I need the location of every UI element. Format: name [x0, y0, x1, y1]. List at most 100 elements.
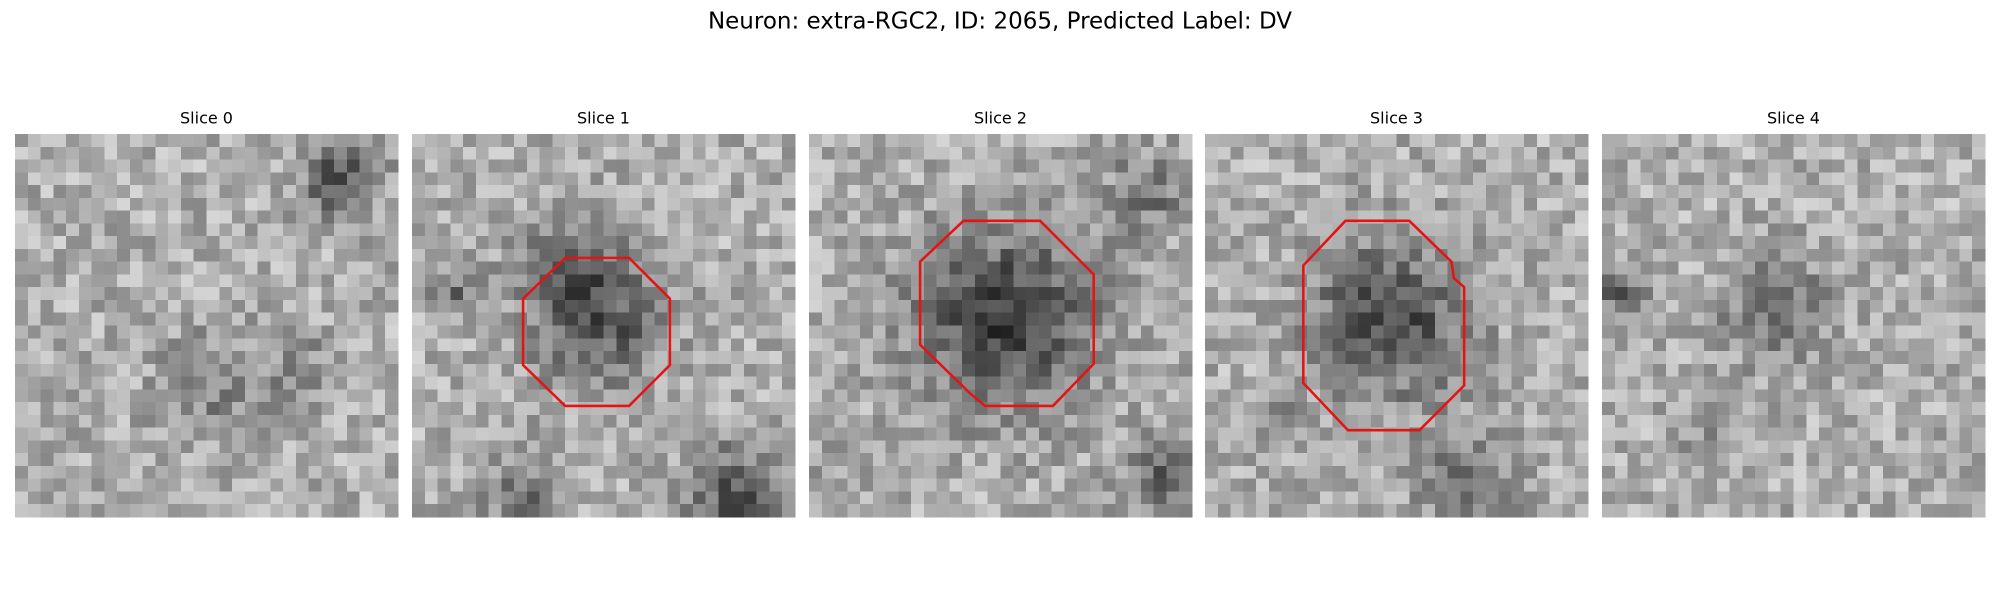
pixel [53, 312, 67, 326]
pixel [1665, 414, 1679, 429]
pixel [450, 274, 464, 288]
pixel [705, 376, 719, 390]
pixel [1614, 376, 1628, 390]
pixel [1153, 299, 1167, 314]
pixel [1166, 325, 1180, 339]
pixel [1870, 402, 1884, 416]
pixel [718, 172, 732, 186]
pixel [1358, 440, 1372, 454]
pixel [1511, 351, 1525, 365]
pixel [463, 478, 477, 492]
pixel [424, 248, 438, 263]
pixel [346, 465, 361, 480]
pixel [359, 172, 373, 186]
pixel [1691, 223, 1705, 237]
pixel [552, 287, 566, 301]
pixel [962, 236, 976, 250]
pixel [1422, 453, 1436, 467]
pixel [1857, 491, 1871, 505]
pixel [1140, 223, 1155, 237]
pixel [1729, 146, 1743, 160]
pixel [1602, 223, 1616, 237]
pixel [860, 287, 874, 301]
pixel [1128, 185, 1142, 199]
pixel [40, 287, 54, 301]
pixel [1562, 236, 1576, 250]
pixel [1166, 134, 1180, 148]
pixel [1115, 261, 1129, 275]
pixel [1959, 504, 1973, 518]
pixel [654, 440, 668, 454]
pixel [616, 427, 630, 441]
pixel [1077, 312, 1091, 326]
pixel [898, 338, 912, 352]
pixel [424, 261, 438, 275]
pixel [1767, 197, 1782, 211]
pixel [463, 440, 477, 454]
pixel [847, 325, 861, 339]
pixel [1434, 287, 1448, 301]
pixel [1575, 465, 1589, 480]
pixel [654, 427, 668, 441]
pixel [1691, 325, 1705, 339]
pixel [1602, 351, 1616, 365]
pixel [1678, 351, 1692, 365]
pixel [308, 440, 322, 454]
pixel [949, 504, 963, 518]
pixel [705, 172, 719, 186]
pixel [1281, 287, 1295, 301]
pixel [705, 363, 719, 377]
pixel [1396, 287, 1410, 301]
pixel [168, 210, 182, 224]
pixel [1640, 325, 1654, 339]
pixel [232, 414, 246, 429]
pixel [1434, 312, 1448, 326]
pixel [1128, 236, 1142, 250]
pixel [860, 312, 874, 326]
pixel [898, 414, 912, 429]
pixel [692, 185, 707, 199]
pixel [539, 427, 553, 441]
pixel [1026, 504, 1040, 518]
pixel [283, 134, 297, 148]
pixel [1511, 402, 1525, 416]
pixel [1026, 287, 1040, 301]
pixel [949, 274, 963, 288]
pixel [155, 146, 169, 160]
pixel [1895, 146, 1909, 160]
pixel [15, 287, 29, 301]
pixel [1640, 185, 1654, 199]
pixel [424, 363, 438, 377]
pixel [1396, 312, 1410, 326]
pixel [1498, 197, 1512, 211]
pixel [565, 312, 579, 326]
pixel [244, 299, 258, 314]
pixel [860, 325, 874, 339]
pixel [1678, 248, 1692, 263]
pixel [1972, 223, 1986, 237]
pixel [359, 338, 373, 352]
pixel [1217, 248, 1231, 263]
pixel [987, 261, 1001, 275]
pixel [1485, 453, 1500, 467]
pixel [1678, 287, 1692, 301]
pixel [66, 146, 80, 160]
pixel [257, 287, 271, 301]
pixel [1013, 478, 1027, 492]
pixel [1793, 159, 1807, 173]
pixel [1256, 159, 1270, 173]
pixel [219, 274, 233, 288]
pixel [66, 402, 80, 416]
pixel [308, 351, 322, 365]
pixel [244, 338, 258, 352]
pixel [1921, 338, 1935, 352]
pixel [1536, 389, 1551, 403]
pixel [346, 427, 361, 441]
pixel [308, 453, 322, 467]
pixel [244, 465, 258, 480]
pixel [974, 146, 989, 160]
pixel [641, 287, 655, 301]
pixel [1933, 236, 1948, 250]
pixel [1332, 389, 1346, 403]
pixel [1882, 478, 1897, 492]
